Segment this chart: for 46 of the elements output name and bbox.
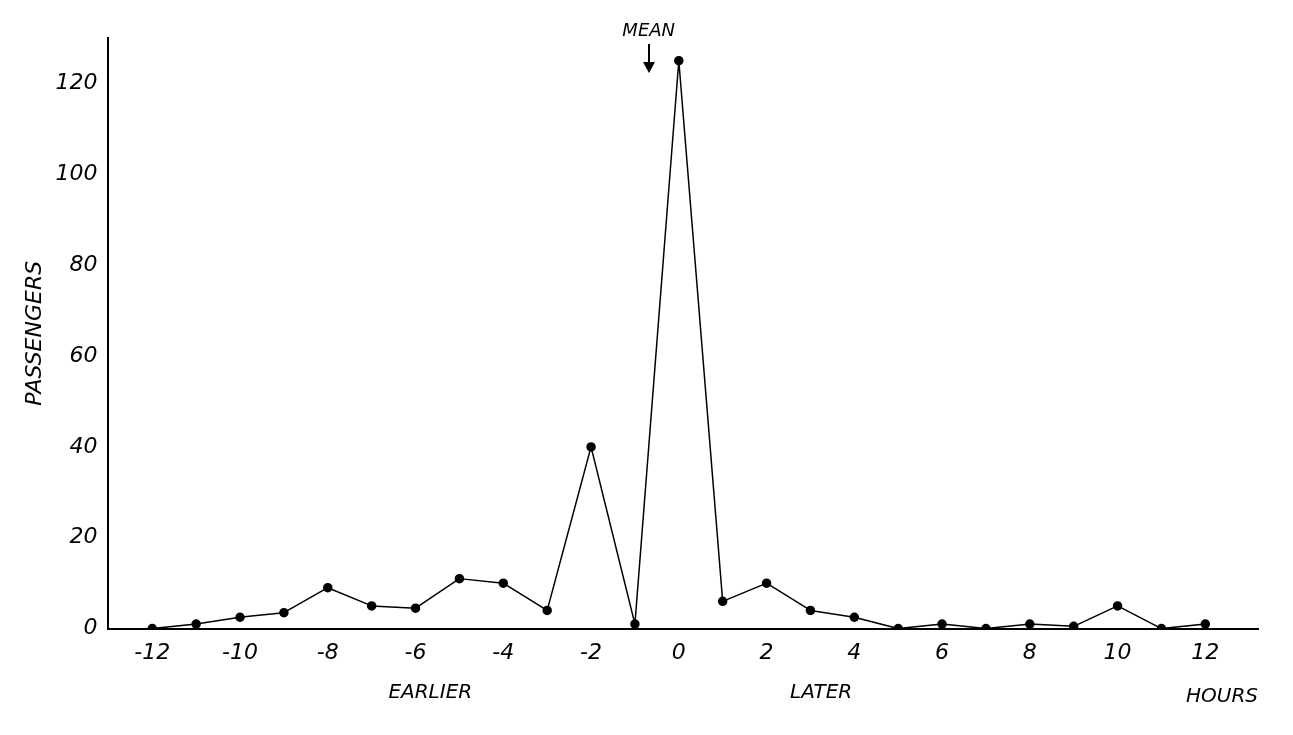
x-tick-label: -8 <box>316 638 339 664</box>
x-axis-title: HOURS <box>1185 683 1259 708</box>
point <box>323 582 333 593</box>
point <box>191 619 201 629</box>
point <box>498 578 509 588</box>
y-axis-title: PASSENGERS <box>20 260 46 406</box>
y-tick-label: 40 <box>69 432 98 458</box>
x-tick-label: 12 <box>1191 638 1220 664</box>
y-tick-label: 80 <box>69 250 98 276</box>
x-tick-label: -4 <box>492 638 515 664</box>
text: EARLIER <box>388 678 473 703</box>
x-tick-label: 2 <box>759 638 774 664</box>
y-tick-label: 20 <box>69 523 98 549</box>
point <box>1112 601 1123 611</box>
y-tick-label: 100 <box>55 160 98 186</box>
y-tick-label: 60 <box>69 341 98 367</box>
x-tick-label: 4 <box>847 638 862 664</box>
x-tick-label: -6 <box>404 638 427 664</box>
x-tick-label: -12 <box>134 638 171 664</box>
x-tick-label: -2 <box>580 638 603 664</box>
text: LATER <box>790 678 853 703</box>
x-tick-label: 8 <box>1022 638 1037 664</box>
point <box>366 601 377 611</box>
point <box>279 607 289 618</box>
point <box>674 55 684 66</box>
x-tick-label: 6 <box>935 638 950 664</box>
point <box>1068 621 1079 629</box>
point <box>410 603 421 613</box>
point <box>937 619 947 629</box>
point <box>630 619 640 629</box>
point <box>717 596 728 607</box>
y-tick-label: 120 <box>55 69 98 95</box>
x-tick-label: -10 <box>222 638 258 664</box>
point <box>849 612 860 622</box>
point <box>805 605 816 616</box>
annotation: MEAN <box>622 18 676 40</box>
point <box>586 442 596 452</box>
x-tick-label: 0 <box>671 638 686 664</box>
x-tick-label: 10 <box>1103 638 1132 664</box>
point <box>1200 619 1211 629</box>
point <box>542 605 552 616</box>
point <box>235 612 245 622</box>
point <box>454 573 465 584</box>
point <box>1025 619 1035 629</box>
y-tick-label: 0 <box>83 614 98 640</box>
point <box>761 578 772 588</box>
